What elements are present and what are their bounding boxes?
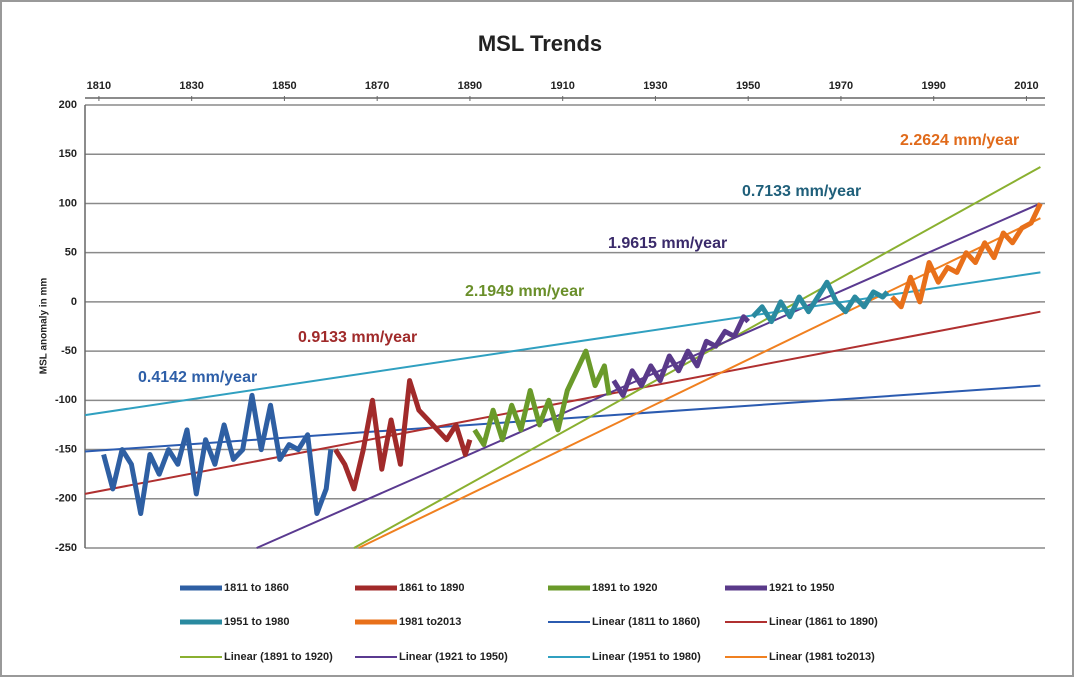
legend-label: 1891 to 1920 bbox=[592, 582, 657, 594]
x-tick-label: 1910 bbox=[550, 80, 574, 92]
y-tick-label: 200 bbox=[59, 99, 77, 111]
y-axis-label: MSL anomaly in mm bbox=[39, 278, 50, 375]
legend-label: Linear (1981 to2013) bbox=[769, 651, 875, 663]
y-tick-label: -50 bbox=[61, 345, 77, 357]
series-line bbox=[101, 392, 334, 516]
annotation: 0.7133 mm/year bbox=[742, 183, 861, 200]
chart-title: MSL Trends bbox=[478, 31, 602, 56]
x-tick-label: 1930 bbox=[643, 80, 667, 92]
annotation: 2.1949 mm/year bbox=[465, 283, 584, 300]
series-line bbox=[353, 166, 1041, 549]
series-line bbox=[611, 314, 751, 398]
x-tick-label: 1890 bbox=[458, 80, 482, 92]
legend-label: Linear (1861 to 1890) bbox=[769, 616, 878, 628]
annotation: 2.2624 mm/year bbox=[900, 132, 1019, 149]
annotation: 0.4142 mm/year bbox=[138, 369, 257, 386]
y-tick-label: -150 bbox=[55, 443, 77, 455]
x-tick-label: 1950 bbox=[736, 80, 760, 92]
legend-label: 1981 to2013 bbox=[399, 616, 461, 628]
series-line bbox=[333, 378, 473, 492]
legend-label: Linear (1811 to 1860) bbox=[592, 616, 701, 628]
legend-label: Linear (1891 to 1920) bbox=[224, 651, 333, 663]
y-tick-label: 150 bbox=[59, 148, 77, 160]
y-tick-label: 50 bbox=[65, 247, 77, 259]
legend-label: Linear (1921 to 1950) bbox=[399, 651, 508, 663]
series-line bbox=[890, 202, 1043, 310]
legend-label: 1811 to 1860 bbox=[224, 582, 289, 594]
x-tick-label: 1970 bbox=[829, 80, 853, 92]
legend-label: 1921 to 1950 bbox=[769, 582, 834, 594]
x-tick-label: 1810 bbox=[87, 80, 111, 92]
y-tick-label: 100 bbox=[59, 197, 77, 209]
annotation: 1.9615 mm/year bbox=[608, 235, 727, 252]
x-tick-label: 1850 bbox=[272, 80, 296, 92]
series-line bbox=[472, 348, 612, 448]
annotation: 0.9133 mm/year bbox=[298, 329, 417, 346]
y-tick-label: 0 bbox=[71, 296, 77, 308]
legend-label: 1861 to 1890 bbox=[399, 582, 464, 594]
x-tick-label: 1990 bbox=[921, 80, 945, 92]
legend-label: Linear (1951 to 1980) bbox=[592, 651, 701, 663]
x-tick-label: 1830 bbox=[179, 80, 203, 92]
x-tick-label: 2010 bbox=[1014, 80, 1038, 92]
series-line bbox=[750, 279, 890, 325]
x-tick-label: 1870 bbox=[365, 80, 389, 92]
y-tick-label: -250 bbox=[55, 542, 77, 554]
y-tick-label: -200 bbox=[55, 493, 77, 505]
y-tick-label: -100 bbox=[55, 394, 77, 406]
legend-label: 1951 to 1980 bbox=[224, 616, 289, 628]
